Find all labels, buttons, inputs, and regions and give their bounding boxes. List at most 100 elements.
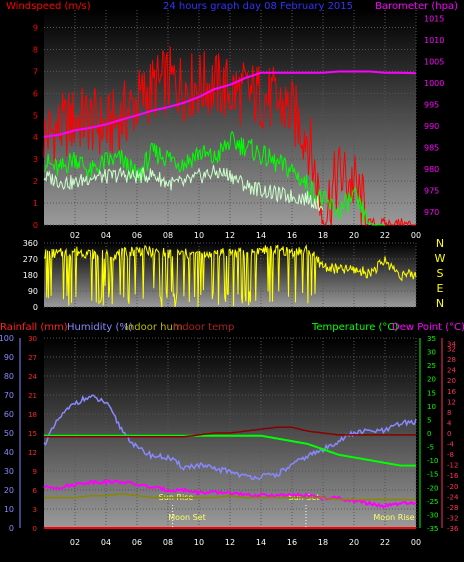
direction-degree-label: 360 [23,239,38,248]
dew-point-tick-label: 4 [447,419,452,427]
temp-x-tick-label: 08 [163,538,173,547]
humidity-tick-label: 90 [4,353,14,362]
temp-x-tick-label: 12 [225,538,235,547]
dew-point-tick-label: 8 [447,409,451,417]
barometer-tick-label: 975 [424,187,439,196]
dew-point-tick-label: -20 [447,483,458,491]
dew-point-tick-labels: -36 -32 -28 -24 -20 -16 -12 -8 -4 0 4 8 12 16 20 24 28 32… [447,340,459,533]
wind-x-tick-label: 00 [411,231,421,240]
temperature-tick-label: 10 [427,403,436,411]
average-wind-line [43,164,324,212]
direction-gridlines [44,242,417,308]
wind-x-tick-label: 02 [70,231,80,240]
compass-label: N [436,297,444,310]
dew-point-tick-label: -12 [447,462,458,470]
barometer-tick-label: 1015 [424,15,444,24]
temp-x-tick-label: 04 [101,538,111,547]
temp-x-tick-label: 18 [318,538,328,547]
direction-degree-label: 90 [28,287,38,296]
windspeed-tick-labels: 0 1 2 3 4 5 6 7 8 9 [33,24,38,230]
dew-point-tick-label: -4 [447,441,455,449]
rain-tick-label: 24 [28,373,37,381]
dew-point-tick-label: -32 [447,514,458,522]
direction-series [43,243,417,308]
gust-line [43,130,385,226]
rain-tick-label: 30 [28,335,37,343]
humidity-tick-label: 60 [4,410,14,419]
windspeed-tick-label: 8 [33,45,38,54]
wind-x-tick-label: 04 [101,231,111,240]
temperature-tick-label: -30 [427,511,438,519]
dew-point-tick-label: -8 [447,451,454,459]
windspeed-tick-label: 0 [33,221,38,230]
rain-tick-label: 27 [28,354,37,362]
temp-x-tick-label: 14 [256,538,266,547]
wind-x-tick-label: 08 [163,231,173,240]
temp-x-tick-label: 20 [349,538,359,547]
rain-tick-label: 3 [33,506,37,514]
rain-tick-label: 18 [28,411,37,419]
barometer-tick-label: 990 [424,122,439,131]
direction-degree-label: 0 [33,303,38,312]
humidity-tick-label: 10 [4,505,14,514]
dew-point-line [43,478,417,509]
temperature-tick-label: -5 [427,444,434,452]
temperature-tick-label: -10 [427,457,438,465]
indoor-hum-line [44,493,416,501]
temp-series [43,394,417,529]
temp-x-tick-label: 00 [411,538,421,547]
legend-indoor-hum: Indoor hum [125,322,183,333]
legend-temperature: Temperature (°C) [311,322,398,333]
rain-tick-label: 21 [28,392,37,400]
humidity-tick-label: 50 [4,429,14,438]
wind-x-tick-label: 22 [380,231,390,240]
temperature-tick-label: 20 [427,376,436,384]
indoor-temp-line [44,426,416,438]
temperature-tick-labels: -35 -30 -25 -20 -15 -10 -5 0 5 10 15 20 25 30 35 [427,335,438,533]
windspeed-tick-label: 9 [33,24,38,33]
dew-point-tick-label: -28 [447,504,458,512]
barometer-tick-label: 980 [424,165,439,174]
wind-x-tick-labels: 02 04 06 08 10 12 14 16 18 20 22 00 [70,231,421,240]
direction-degree-labels: 0 90 180 270 360 [23,239,38,312]
temperature-tick-label: -25 [427,498,438,506]
temperature-tick-label: 35 [427,335,436,343]
dew-point-tick-label: 24 [447,367,456,375]
wind-x-tick-label: 12 [225,231,235,240]
dew-point-tick-label: 34 [447,340,456,348]
legend-humidity: Humidity (%) [67,322,133,333]
windspeed-line [43,46,416,227]
rain-tick-label: 12 [28,449,37,457]
wind-x-tick-label: 18 [318,231,328,240]
direction-degree-label: 180 [23,271,38,280]
windspeed-tick-label: 3 [33,155,38,164]
dew-point-tick-label: 0 [447,430,451,438]
windspeed-tick-label: 4 [33,133,38,142]
windspeed-tick-label: 1 [33,199,38,208]
barometer-tick-label: 985 [424,144,439,153]
barometer-axis-label: Barometer (hpa) [375,1,458,12]
chart-title: 24 hours graph day 08 February 2015 [163,1,353,12]
wind-x-tick-label: 16 [287,231,297,240]
humidity-tick-labels: 0 10 20 30 40 50 60 70 80 90 100 [0,334,14,533]
dew-point-tick-label: -36 [447,525,459,533]
barometer-tick-label: 1005 [424,58,444,67]
wind-x-tick-label: 20 [349,231,359,240]
compass-label: S [437,267,444,280]
dew-point-tick-label: 32 [447,346,456,354]
rain-tick-label: 15 [28,430,37,438]
compass-label: N [436,237,444,250]
temperature-line [44,434,416,467]
humidity-tick-label: 40 [4,448,14,457]
moon-set-label: Moon Set [168,513,205,522]
dew-point-tick-label: 20 [447,377,456,385]
temperature-tick-label: 30 [427,349,436,357]
wind-series [43,46,417,227]
temperature-tick-label: -20 [427,484,438,492]
windspeed-tick-label: 5 [33,111,38,120]
rain-tick-label: 6 [33,487,38,495]
